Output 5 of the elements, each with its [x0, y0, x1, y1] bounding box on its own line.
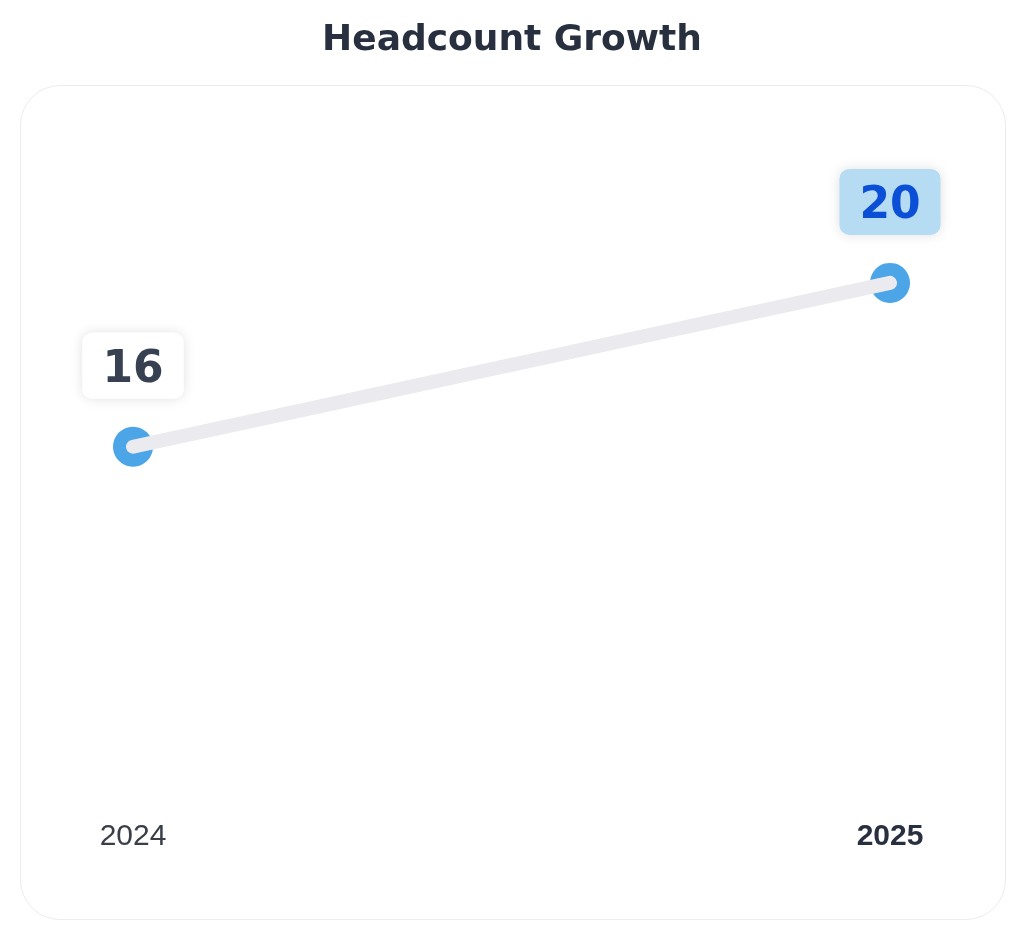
x-tick-label: 2024 — [99, 817, 167, 851]
x-tick-label: 2025 — [856, 817, 924, 851]
chart-title: Headcount Growth — [322, 16, 702, 58]
data-label: 16 — [102, 341, 164, 393]
data-label: 20 — [859, 177, 921, 229]
